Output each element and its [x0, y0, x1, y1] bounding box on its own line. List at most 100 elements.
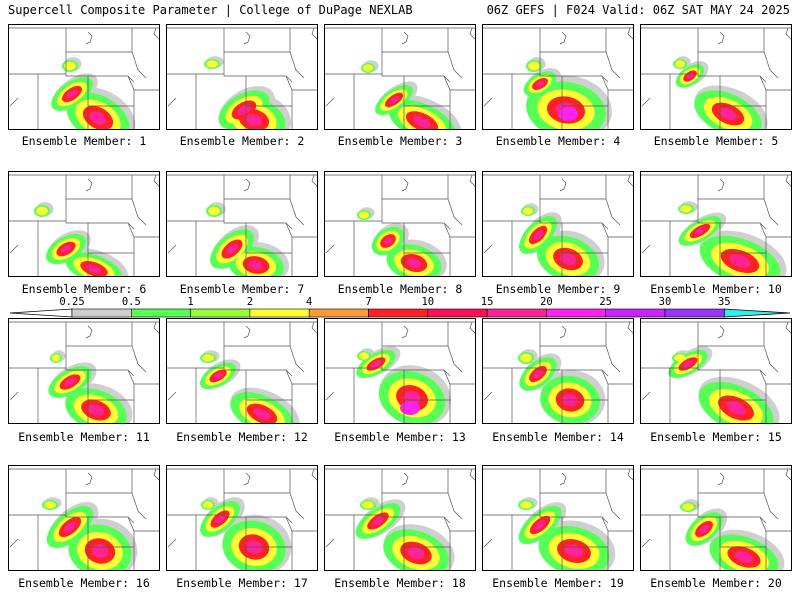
river: [641, 244, 651, 254]
member-map-8: [324, 171, 476, 277]
scp-contour-fill: [680, 205, 692, 213]
river: [85, 325, 93, 339]
river: [9, 97, 19, 107]
river: [325, 244, 335, 254]
state-border: [763, 469, 779, 520]
coastline: [311, 27, 318, 41]
member-caption: Ensemble Member: 10: [650, 282, 782, 296]
river: [401, 178, 409, 192]
state-border: [289, 322, 305, 373]
scp-contour-fill: [372, 516, 384, 526]
member-map-19: [482, 465, 634, 571]
river: [401, 31, 409, 45]
scp-contour-fill: [533, 369, 543, 379]
colorbar-segment: [368, 308, 429, 318]
color-scale-bar: [9, 308, 791, 318]
scp-contour-fill: [686, 72, 694, 80]
state-border: [605, 469, 621, 520]
coastline: [469, 174, 476, 188]
member-caption: Ensemble Member: 7: [179, 282, 305, 296]
scp-contour-fill: [726, 401, 746, 415]
state-border: [289, 175, 305, 226]
scp-contour-fill: [682, 360, 694, 368]
scp-contour-fill: [674, 60, 686, 68]
scp-contour-fill: [358, 352, 370, 360]
scp-contour-fill: [87, 404, 105, 416]
coastline: [311, 468, 318, 482]
river: [243, 472, 251, 486]
scp-contour-fill: [91, 544, 109, 558]
state-border: [697, 515, 721, 571]
colorbar-tick-label: 30: [658, 296, 672, 308]
coastline: [785, 468, 792, 482]
member-map-7: [166, 171, 318, 277]
member-map-1: [8, 24, 160, 130]
state-border: [763, 28, 779, 79]
state-border: [65, 515, 89, 571]
scp-contour-fill: [520, 501, 532, 509]
member-caption: Ensemble Member: 12: [176, 430, 308, 444]
river: [641, 391, 651, 401]
state-border: [539, 74, 563, 130]
river: [85, 178, 93, 192]
scp-contour-fill: [406, 258, 422, 268]
state-border: [131, 469, 147, 520]
coastline: [627, 174, 634, 188]
scp-contour-fill: [60, 245, 72, 253]
colorbar-tick-label: 0.25: [59, 296, 85, 308]
scp-contour-fill: [208, 206, 220, 216]
scp-contour-fill: [206, 60, 218, 68]
state-border: [539, 221, 563, 277]
colorbar-tick-label: 20: [540, 296, 553, 308]
member-caption: Ensemble Member: 1: [21, 134, 147, 148]
scp-contour-fill: [528, 61, 540, 71]
state-border: [65, 74, 89, 130]
colorbar-segment: [664, 308, 725, 318]
member-map-18: [324, 465, 476, 571]
scp-contour-fill: [44, 501, 56, 509]
model-run-info: 06Z GEFS | F024 Valid: 06Z SAT MAY 24 20…: [486, 3, 790, 17]
state-border: [131, 322, 147, 373]
state-border: [447, 175, 463, 226]
scp-contour-fill: [63, 521, 77, 533]
map-frame: [640, 465, 792, 571]
colorbar-segment: [427, 308, 488, 318]
river: [717, 178, 725, 192]
scp-contour-fill: [64, 61, 76, 71]
scp-contour-fill: [400, 401, 420, 415]
colorbar-tick-label: 4: [306, 296, 313, 308]
state-border: [605, 28, 621, 79]
state-border: [131, 175, 147, 226]
map-frame: [482, 465, 634, 571]
river: [85, 31, 93, 45]
river: [243, 325, 251, 339]
map-frame: [482, 318, 634, 424]
scp-contour-fill: [362, 64, 374, 72]
scp-contour-fill: [533, 230, 543, 240]
river: [9, 538, 19, 548]
state-border: [697, 368, 721, 424]
scp-contour-fill: [389, 96, 399, 104]
river: [167, 97, 177, 107]
river: [559, 31, 567, 45]
member-map-15: [640, 318, 792, 424]
scp-contour-fill: [674, 354, 686, 362]
scp-contour-fill: [213, 372, 223, 380]
coastline: [785, 321, 792, 335]
state-border: [223, 74, 247, 130]
scp-contour-fill: [253, 408, 271, 420]
member-map-4: [482, 24, 634, 130]
scp-contour-fill: [89, 111, 107, 125]
state-border: [381, 368, 405, 424]
coastline: [785, 174, 792, 188]
map-frame: [166, 465, 318, 571]
scp-contour-fill: [535, 80, 545, 88]
member-caption: Ensemble Member: 11: [18, 430, 150, 444]
scp-contour-fill: [202, 501, 214, 509]
river: [9, 391, 19, 401]
member-map-13: [324, 318, 476, 424]
state-border: [289, 28, 305, 79]
river: [717, 31, 725, 45]
member-map-6: [8, 171, 160, 277]
coastline: [153, 321, 160, 335]
